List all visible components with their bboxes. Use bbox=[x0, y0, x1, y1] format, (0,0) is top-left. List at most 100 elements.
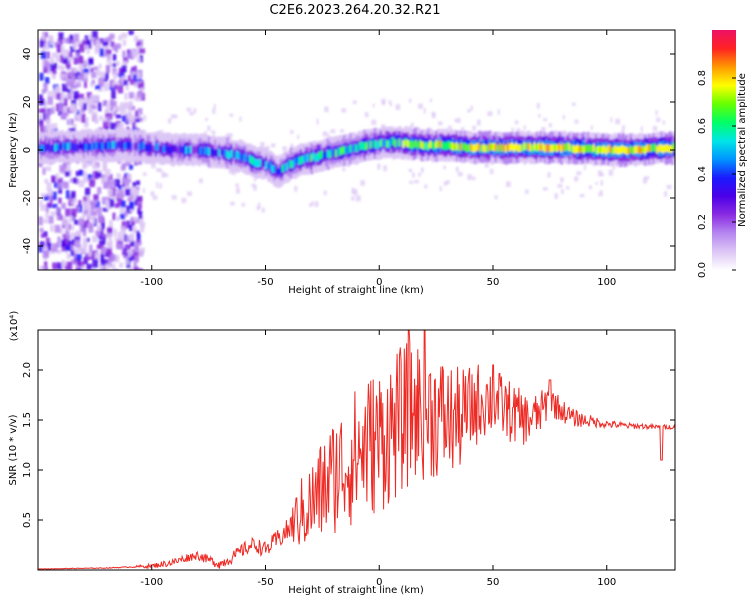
noise-cell bbox=[39, 72, 44, 81]
ridge-cell bbox=[562, 143, 566, 151]
noise-cell bbox=[377, 163, 381, 170]
ridge-cell bbox=[613, 145, 617, 154]
noise-cell bbox=[133, 35, 139, 42]
spectrogram-x-ticks: -100 -50 0 50 100 bbox=[140, 30, 616, 288]
noise-cell bbox=[489, 168, 494, 175]
ridge-cell bbox=[404, 138, 408, 146]
ridge-cell bbox=[169, 146, 173, 155]
noise-cell bbox=[133, 266, 139, 270]
noise-cell bbox=[447, 125, 452, 129]
ridge-cell bbox=[293, 157, 298, 166]
noise-cell bbox=[123, 234, 128, 242]
ridge-cell bbox=[607, 145, 611, 153]
noise-cell bbox=[83, 68, 89, 73]
ridge-cell bbox=[44, 144, 48, 153]
noise-cell bbox=[88, 251, 92, 257]
noise-cell bbox=[574, 176, 579, 182]
ridge-cell bbox=[416, 141, 420, 150]
noise-cell bbox=[66, 261, 73, 270]
noise-cell bbox=[78, 98, 84, 107]
ridge-cell bbox=[76, 143, 81, 152]
noise-cell bbox=[118, 106, 124, 112]
ridge-cell bbox=[447, 140, 451, 149]
noise-cell bbox=[127, 173, 131, 180]
noise-cell bbox=[83, 178, 88, 183]
ridge-cell bbox=[93, 142, 97, 150]
colorbar-ticks: 0.0 0.2 0.4 0.6 0.8 bbox=[697, 70, 736, 278]
noise-cell bbox=[505, 181, 511, 187]
noise-cell bbox=[65, 208, 71, 217]
noise-cell bbox=[67, 91, 73, 100]
noise-cell bbox=[588, 185, 593, 190]
noise-cell bbox=[51, 123, 58, 130]
noise-cell bbox=[322, 131, 328, 137]
noise-cell bbox=[135, 189, 140, 197]
noise-cell bbox=[48, 107, 54, 114]
noise-cell bbox=[47, 91, 53, 97]
noise-cell bbox=[86, 195, 91, 205]
ridge-cell bbox=[140, 141, 144, 150]
spectrogram-x-tick-label: -50 bbox=[257, 277, 273, 288]
ridge-cell bbox=[379, 139, 384, 147]
noise-cell bbox=[78, 200, 82, 208]
noise-cell bbox=[73, 71, 80, 80]
ridge-cell bbox=[578, 145, 582, 154]
noise-cell bbox=[352, 189, 358, 196]
noise-cell bbox=[57, 182, 62, 190]
ridge-cell bbox=[263, 159, 267, 167]
noise-cell bbox=[91, 111, 98, 121]
noise-cell bbox=[78, 180, 85, 188]
ridge-cell bbox=[433, 142, 437, 151]
ridge-cell bbox=[52, 144, 56, 153]
noise-cell bbox=[109, 33, 115, 40]
ridge-cell bbox=[359, 141, 363, 150]
noise-cell bbox=[51, 243, 58, 253]
noise-cell bbox=[372, 103, 375, 108]
noise-cell bbox=[612, 166, 615, 170]
noise-cell bbox=[579, 194, 585, 198]
noise-cell bbox=[132, 122, 136, 129]
noise-cell bbox=[125, 161, 131, 167]
noise-cell bbox=[102, 236, 106, 245]
noise-cell bbox=[134, 157, 138, 166]
ridge-cell bbox=[623, 146, 627, 154]
noise-cell bbox=[119, 213, 126, 220]
ridge-cell bbox=[639, 146, 644, 155]
ridge-cell bbox=[551, 144, 556, 153]
ridge-cell bbox=[214, 148, 218, 157]
noise-cell bbox=[43, 65, 48, 74]
ridge-cell bbox=[486, 144, 490, 153]
noise-cell bbox=[119, 234, 124, 242]
ridge-cell bbox=[480, 144, 484, 153]
noise-cell bbox=[211, 130, 216, 135]
noise-cell bbox=[112, 62, 117, 68]
ridge-cell bbox=[70, 142, 74, 151]
noise-cell bbox=[134, 244, 139, 253]
ridge-cell bbox=[631, 146, 635, 155]
noise-cell bbox=[49, 60, 54, 68]
noise-cell bbox=[78, 116, 84, 122]
noise-cell bbox=[438, 121, 443, 126]
ridge-cell bbox=[670, 145, 674, 154]
noise-cell bbox=[599, 173, 604, 177]
ridge-cell bbox=[146, 144, 150, 152]
noise-cell bbox=[137, 208, 141, 215]
noise-cell bbox=[113, 228, 117, 237]
noise-cell bbox=[82, 170, 87, 180]
snr-x-tick-label: 100 bbox=[597, 577, 616, 588]
ridge-cell bbox=[406, 139, 410, 148]
ridge-cell bbox=[523, 142, 527, 151]
ridge-cell bbox=[568, 143, 572, 152]
noise-cell bbox=[136, 240, 142, 246]
ridge-cell bbox=[531, 144, 535, 153]
noise-cell bbox=[124, 244, 131, 253]
noise-cell bbox=[583, 164, 586, 171]
ridge-cell bbox=[654, 143, 658, 152]
noise-cell bbox=[138, 215, 144, 225]
noise-cell bbox=[89, 206, 95, 216]
ridge-cell bbox=[83, 141, 87, 150]
ridge-cell bbox=[259, 158, 263, 167]
noise-cell bbox=[71, 39, 75, 44]
ridge-cell bbox=[173, 144, 177, 153]
noise-cell bbox=[76, 253, 82, 260]
